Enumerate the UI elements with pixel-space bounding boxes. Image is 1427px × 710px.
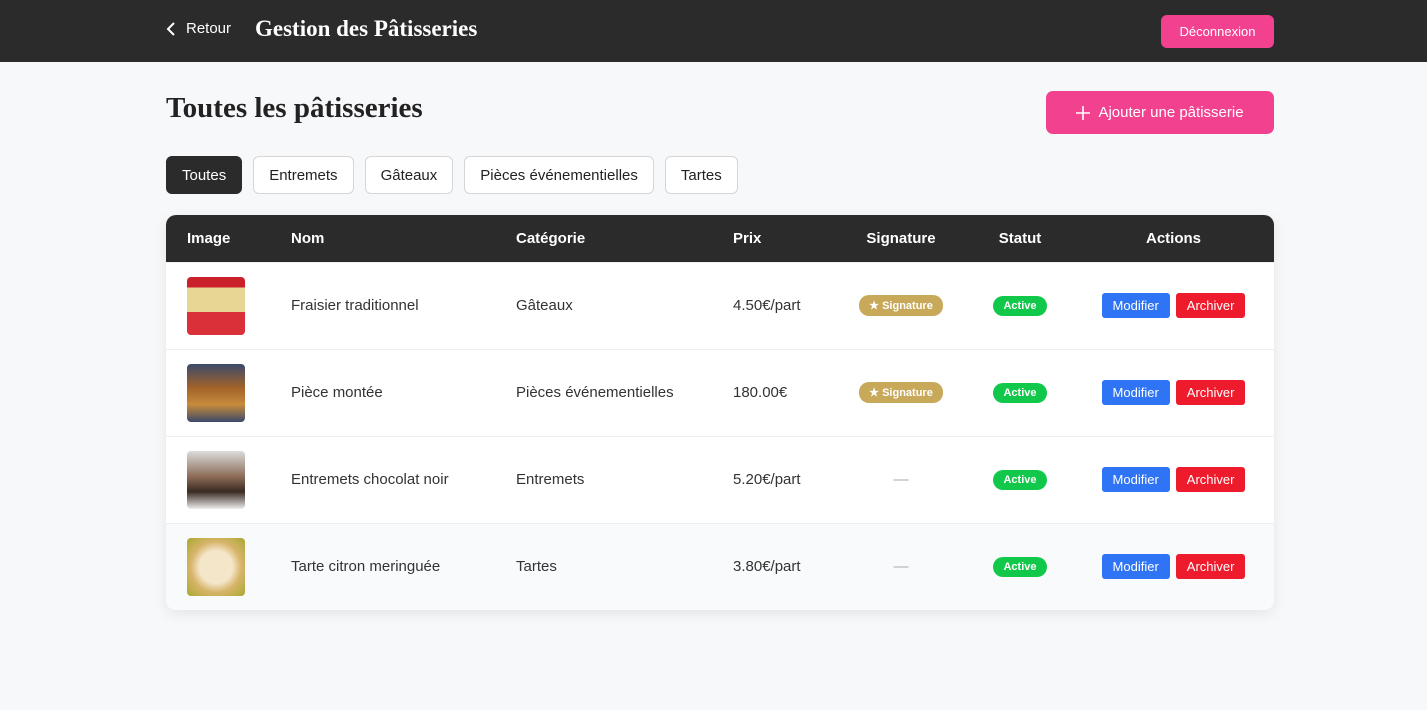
column-header: Signature — [835, 215, 967, 262]
name-cell: Fraisier traditionnel — [270, 261, 495, 349]
add-button[interactable]: Ajouter une pâtisserie — [1046, 91, 1274, 134]
add-label: Ajouter une pâtisserie — [1098, 104, 1244, 121]
signature-cell: ★ Signature — [835, 348, 967, 436]
table-row: Fraisier traditionnel Gâteaux 4.50€/part ★ … — [166, 261, 1274, 349]
top-bar: Retour Gestion des Pâtisseries Déconnexi… — [0, 0, 1427, 62]
actions-cell: Modifier Archiver — [1073, 261, 1274, 349]
edit-button[interactable]: Modifier — [1101, 293, 1170, 318]
price-cell: 3.80€/part — [712, 522, 835, 610]
status-badge: Active — [993, 382, 1047, 403]
signature-badge: — — [893, 558, 909, 576]
edit-button[interactable]: Modifier — [1101, 380, 1170, 405]
name-cell: Tarte citron meringuée — [270, 522, 495, 610]
header-title: Gestion des Pâtisseries — [255, 16, 478, 41]
image-cell — [166, 348, 270, 436]
column-header: Catégorie — [495, 215, 712, 262]
column-header: Nom — [270, 215, 495, 262]
pastry-image — [187, 276, 245, 335]
price-cell: 4.50€/part — [712, 261, 835, 349]
filter-tab[interactable]: Pièces événementielles — [464, 156, 654, 194]
header-row: Image Nom Catégorie Prix Signature Statut Acti… — [166, 215, 1274, 262]
filter-tab[interactable]: Tartes — [664, 156, 738, 194]
actions-cell: Modifier Archiver — [1073, 348, 1274, 436]
status-cell: Active — [967, 435, 1073, 523]
back-link[interactable]: Retour — [166, 20, 231, 37]
filter-bar: Toutes Entremets Gâteaux Pièces événementie… — [166, 156, 738, 194]
signature-badge: ★ Signature — [859, 295, 943, 316]
status-badge: Active — [993, 295, 1047, 316]
plus-icon — [1076, 105, 1091, 120]
table-card: Image Nom Catégorie Prix Signature Statut Acti… — [166, 215, 1274, 610]
table-body: Fraisier traditionnel Gâteaux 4.50€/part ★ … — [166, 261, 1274, 610]
signature-cell: ★ Signature — [835, 261, 967, 349]
image-cell — [166, 522, 270, 610]
signature-cell: — — [835, 435, 967, 523]
status-cell: Active — [967, 522, 1073, 610]
price-cell: 5.20€/part — [712, 435, 835, 523]
filter-tab[interactable]: Toutes — [166, 156, 243, 194]
edit-button[interactable]: Modifier — [1101, 467, 1170, 492]
filter-tab[interactable]: Entremets — [253, 156, 354, 194]
table-row: Pièce montée Pièces événementielles 180.00… — [166, 348, 1274, 436]
logout-button[interactable]: Déconnexion — [1161, 15, 1274, 48]
pastry-image — [187, 450, 245, 509]
archive-button[interactable]: Archiver — [1175, 380, 1246, 405]
category-cell: Entremets — [495, 435, 712, 523]
image-cell — [166, 435, 270, 523]
price-cell: 180.00€ — [712, 348, 835, 436]
archive-button[interactable]: Archiver — [1175, 554, 1246, 580]
page-title: Toutes les pâtisseries — [166, 92, 423, 124]
filter-tab[interactable]: Gâteaux — [364, 156, 454, 194]
back-icon — [166, 21, 175, 36]
actions-cell: Modifier Archiver — [1073, 435, 1274, 523]
column-header: Image — [166, 215, 270, 262]
pastry-image — [187, 537, 245, 596]
status-badge: Active — [993, 469, 1047, 490]
edit-button[interactable]: Modifier — [1101, 554, 1170, 580]
column-header: Prix — [712, 215, 835, 262]
archive-button[interactable]: Archiver — [1175, 467, 1246, 492]
signature-badge: ★ Signature — [859, 382, 943, 403]
column-header: Actions — [1073, 215, 1274, 262]
pastry-table: Image Nom Catégorie Prix Signature Statut Acti… — [166, 215, 1274, 610]
status-cell: Active — [967, 261, 1073, 349]
category-cell: Pièces événementielles — [495, 348, 712, 436]
table-row: Entremets chocolat noir Entremets 5.20€/pa… — [166, 435, 1274, 523]
image-cell — [166, 261, 270, 349]
status-badge: Active — [993, 556, 1047, 577]
signature-cell: — — [835, 522, 967, 610]
category-cell: Tartes — [495, 522, 712, 610]
name-cell: Pièce montée — [270, 348, 495, 436]
category-cell: Gâteaux — [495, 261, 712, 349]
actions-cell: Modifier Archiver — [1073, 522, 1274, 610]
column-header: Statut — [967, 215, 1073, 262]
back-label: Retour — [186, 20, 232, 37]
signature-badge: — — [893, 471, 909, 488]
status-cell: Active — [967, 348, 1073, 436]
pastry-image — [187, 363, 245, 422]
table-row: Tarte citron meringuée Tartes 3.80€/part — A… — [166, 522, 1274, 610]
archive-button[interactable]: Archiver — [1175, 293, 1246, 318]
name-cell: Entremets chocolat noir — [270, 435, 495, 523]
